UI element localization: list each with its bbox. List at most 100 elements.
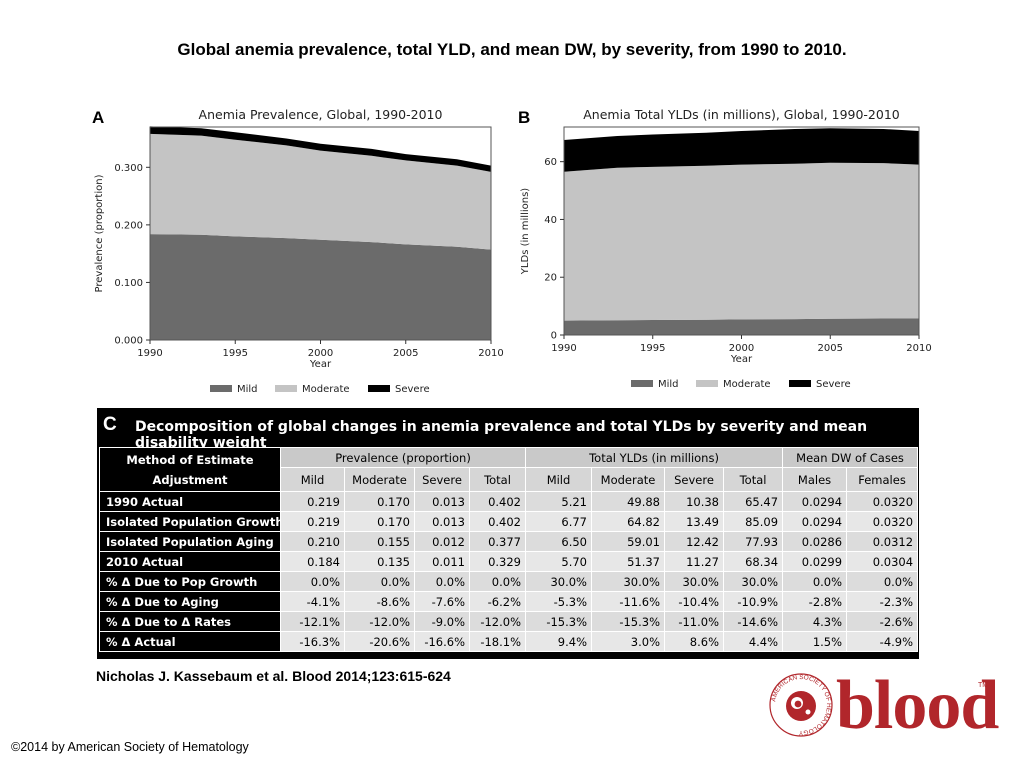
table-cell: -12.0%	[344, 611, 415, 632]
table-cell: 0.170	[344, 511, 415, 532]
table-row: 2010 Actual 0.184 0.135 0.011 0.329 5.70 51.37…	[99, 551, 919, 572]
table-cell: -12.1%	[280, 611, 345, 632]
table-cell: -10.4%	[664, 591, 724, 612]
x-tick-label: 1990	[137, 348, 162, 359]
row-label: % Δ Actual	[99, 631, 281, 652]
legend-swatch-mild	[210, 385, 232, 392]
legend-label-mild: Mild	[658, 379, 679, 390]
table-cell: 0.0304	[846, 551, 919, 572]
y-tick-label: 0.100	[114, 278, 143, 289]
legend-label-moderate: Moderate	[302, 384, 350, 395]
table-cell: 0.0299	[782, 551, 848, 572]
table-cell: 0.011	[414, 551, 470, 572]
column-header: Total	[469, 467, 526, 492]
table-cell: -4.1%	[280, 591, 345, 612]
x-tick-label: 2010	[906, 343, 931, 354]
y-tick-label: 0.300	[114, 163, 143, 174]
row-label: Isolated Population Growth	[99, 511, 281, 532]
table-cell: 10.38	[664, 491, 724, 512]
x-tick-label: 2005	[393, 348, 418, 359]
table-row: % Δ Due to Aging -4.1% -8.6% -7.6% -6.2% -5.3…	[99, 591, 919, 612]
table-row: % Δ Due to Δ Rates -12.1% -12.0% -9.0% -12.0…	[99, 611, 919, 632]
table-cell: 0.170	[344, 491, 415, 512]
column-header-row: Mild Moderate Severe Total Mild Moderate Sever…	[100, 467, 919, 492]
chart-panel-b: B Anemia Total YLDs (in millions), Global…	[514, 100, 944, 395]
table-cell: 0.0%	[782, 571, 848, 592]
table-cell: -12.0%	[469, 611, 526, 632]
legend-swatch-moderate	[275, 385, 297, 392]
table-cell: 30.0%	[664, 571, 724, 592]
table-cell: -16.3%	[280, 631, 345, 652]
slide-title: Global anemia prevalence, total YLD, and…	[177, 40, 847, 59]
table-cell: 0.0%	[469, 571, 526, 592]
table-cell: -2.3%	[846, 591, 919, 612]
y-tick-label: 0	[551, 331, 557, 342]
table-row: Isolated Population Growth 0.219 0.170 0.01…	[99, 511, 919, 532]
legend-swatch-moderate	[696, 380, 718, 387]
legend-swatch-mild	[631, 380, 653, 387]
x-tick-label: 2000	[729, 343, 754, 354]
row-label: % Δ Due to Pop Growth	[99, 571, 281, 592]
table-cell: 30.0%	[525, 571, 592, 592]
table-cell: 5.70	[525, 551, 592, 572]
x-axis-label: Year	[730, 354, 753, 365]
table-cell: 0.135	[344, 551, 415, 572]
table-cell: -14.6%	[722, 611, 784, 632]
table-row: % Δ Actual -16.3% -20.6% -16.6% -18.1% 9.4% 3.…	[99, 631, 919, 652]
x-tick-label: 1995	[640, 343, 665, 354]
table-cell: -15.3%	[591, 611, 665, 632]
row-label: % Δ Due to Aging	[99, 591, 281, 612]
group-header-ylds: Total YLDs (in millions)	[524, 447, 784, 468]
table-body: 1990 Actual 0.219 0.170 0.013 0.402 5.21 49.88…	[99, 491, 919, 652]
table-cell: 0.0294	[782, 511, 848, 532]
column-header: Severe	[414, 467, 470, 492]
table-cell: -7.6%	[414, 591, 470, 612]
y-tick-label: 0.200	[114, 220, 143, 231]
group-header-prevalence: Prevalence (proportion)	[280, 447, 526, 468]
table-cell: 0.0312	[846, 531, 919, 552]
chart-b-svg: B Anemia Total YLDs (in millions), Global…	[518, 107, 932, 390]
panel-letter-c: C	[103, 414, 117, 435]
blood-wordmark-logo: blood	[836, 667, 999, 744]
x-axis-label: Year	[309, 359, 332, 370]
citation: Nicholas J. Kassebaum et al. Blood 2014;…	[96, 668, 451, 684]
area-series-mild	[564, 318, 919, 335]
table-cell: 8.6%	[664, 631, 724, 652]
legend-label-severe: Severe	[395, 384, 430, 395]
column-header: Moderate	[591, 467, 665, 492]
table-cell: 0.0320	[846, 491, 919, 512]
table-cell: -2.6%	[846, 611, 919, 632]
table-cell: 0.0%	[846, 571, 919, 592]
table-cell: 5.21	[525, 491, 592, 512]
table-cell: 1.5%	[782, 631, 848, 652]
table-cell: 12.42	[664, 531, 724, 552]
trademark-symbol: TM	[978, 682, 989, 689]
table-cell: 30.0%	[722, 571, 784, 592]
area-series-severe	[150, 126, 491, 172]
column-header: Moderate	[344, 467, 415, 492]
decomposition-table: Method of Estimate Adjustment Prevalence…	[99, 447, 919, 652]
area-series-severe	[564, 128, 919, 172]
x-tick-label: 1990	[551, 343, 576, 354]
table-cell: 0.329	[469, 551, 526, 572]
table-row: % Δ Due to Pop Growth 0.0% 0.0% 0.0% 0.0% 30.…	[99, 571, 919, 592]
column-header: Total	[722, 467, 784, 492]
column-header: Males	[782, 467, 848, 492]
legend-label-mild: Mild	[237, 384, 258, 395]
x-tick-label: 2000	[308, 348, 333, 359]
table-cell: 4.4%	[722, 631, 784, 652]
table-cell: -11.6%	[591, 591, 665, 612]
table-row: 1990 Actual 0.219 0.170 0.013 0.402 5.21 49.88…	[99, 491, 919, 512]
table-cell: 0.013	[414, 511, 470, 532]
table-cell: 51.37	[591, 551, 665, 572]
x-tick-label: 2005	[818, 343, 843, 354]
table-panel-header: C Decomposition of global changes in ane…	[97, 408, 919, 451]
ash-seal-icon: AMERICAN SOCIETY OF HEMATOLOGY	[769, 673, 833, 737]
table-cell: 0.0320	[846, 511, 919, 532]
table-cell: 13.49	[664, 511, 724, 532]
table-cell: 0.219	[280, 511, 345, 532]
table-cell: 3.0%	[591, 631, 665, 652]
legend-label-moderate: Moderate	[723, 379, 771, 390]
table-cell: 0.0%	[344, 571, 415, 592]
chart-panel-a: A Anemia Prevalence, Global, 1990-2010 0.0…	[88, 100, 513, 395]
